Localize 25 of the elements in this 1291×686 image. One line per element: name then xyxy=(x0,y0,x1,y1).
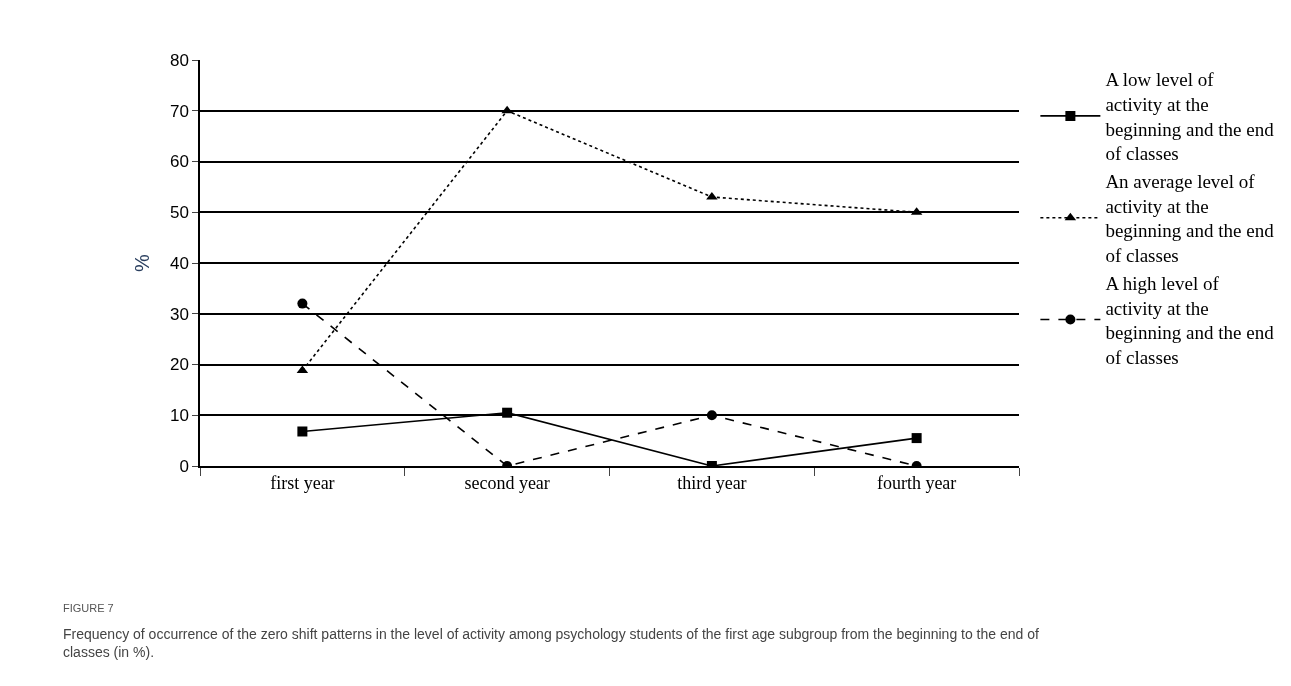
y-tick-label: 50 xyxy=(169,203,189,223)
y-tick-label: 40 xyxy=(169,253,189,273)
point xyxy=(297,426,308,437)
y-tick-label: 20 xyxy=(169,355,189,375)
point xyxy=(502,407,513,418)
x-tick-label: third year xyxy=(677,473,747,494)
y-tick-label: 10 xyxy=(169,406,189,426)
x-tick-label: fourth year xyxy=(876,473,957,494)
text: Frequency of occurrence of the zero shift patterns in the level of activity among psychology students of the first age subgroup from the beginning to the end of classes (in %). xyxy=(63,626,1040,661)
x-tick-label: first year xyxy=(270,473,335,494)
x-tick-label: second year xyxy=(464,473,550,494)
y-tick-label: 30 xyxy=(169,304,189,324)
y-tick-label: 60 xyxy=(169,152,189,172)
point xyxy=(706,410,717,421)
legend-label: An average level of activity at the beginning and the end of classes xyxy=(1105,171,1275,267)
point xyxy=(501,105,513,114)
caption: FIGURE 7 xyxy=(63,602,114,614)
legend-label: A low level of activity at the beginning and the end of classes xyxy=(1105,69,1275,165)
y-axis-title: % xyxy=(130,253,153,272)
legend-label: A high level of activity at the beginning and the end of classes xyxy=(1105,272,1275,368)
point xyxy=(297,298,308,309)
y-tick-label: 70 xyxy=(169,101,189,121)
y-tick-label: 0 xyxy=(179,456,189,476)
y-tick-label: 80 xyxy=(169,50,189,70)
point xyxy=(911,433,922,444)
